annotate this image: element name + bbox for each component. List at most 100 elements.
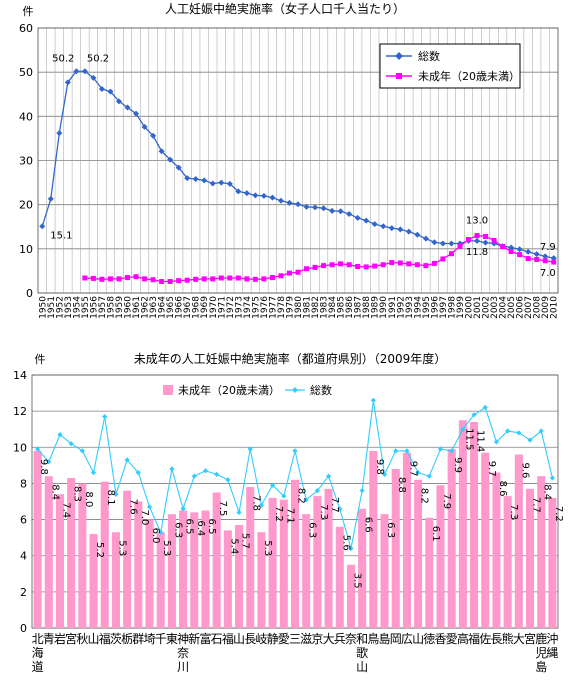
- chart-2-total-point: [57, 432, 63, 438]
- chart-1-x-tick-label: 1955: [81, 296, 91, 319]
- chart-2-y-ticks: 0 2 4 6 8 10 12 14: [13, 369, 27, 635]
- chart-1-point-total: [346, 210, 353, 217]
- chart-2-legend: 未成年（20歳未満） 総数: [163, 383, 332, 397]
- chart-2-legend-label-total: 総数: [310, 383, 332, 397]
- chart-2-x-tick-label: 埼: [144, 632, 156, 646]
- chart-1-x-tick-label: 1990: [379, 296, 389, 319]
- chart-2-total-point: [270, 482, 276, 488]
- chart-1-point-total: [243, 190, 250, 197]
- chart-2-bar-label: 7.7: [531, 497, 542, 513]
- chart-1-point-minor: [457, 243, 463, 249]
- chart-2-x-tick-label: 青: [43, 632, 55, 646]
- chart-1-x-tick-label: 2004: [499, 296, 509, 319]
- chart-1-point-minor: [193, 276, 199, 282]
- chart-2-bar-label: 6.0: [150, 528, 161, 544]
- chart-2-x-tick-label: 福: [99, 631, 111, 646]
- chart-2-bar-label: 7.6: [128, 499, 139, 515]
- chart-1-point-total: [542, 253, 549, 260]
- chart-2-total-point: [180, 506, 186, 512]
- chart-2-bar: [167, 514, 176, 628]
- chart-1-point-minor: [99, 276, 105, 282]
- chart-1-point-total: [388, 225, 395, 232]
- chart-2-bar-label: 6.4: [195, 520, 206, 536]
- chart-2-x-tick-label: 静: [267, 632, 279, 646]
- chart-2-bar: [369, 450, 378, 628]
- chart-1-point-total: [218, 179, 225, 186]
- chart-1-point-total: [141, 123, 148, 130]
- chart-1-x-tick-label: 2007: [524, 296, 534, 319]
- chart-1-x-tick-label: 1994: [413, 296, 423, 319]
- chart-1-x-tick-label: 1974: [243, 296, 253, 319]
- chart-1-point-total: [107, 88, 114, 95]
- chart-2-x-tick-label: 沖縄: [546, 632, 558, 660]
- chart-1-point-total: [474, 237, 481, 244]
- chart-1-x-tick-label: 2008: [533, 296, 543, 319]
- chart-1-x-tick-label: 1999: [456, 296, 466, 319]
- chart-1-y-tick-label: 0: [26, 287, 33, 300]
- chart-1-x-tick-label: 1991: [388, 296, 398, 319]
- chart-1-x-tick-label: 1962: [141, 296, 151, 319]
- chart-1-point-total: [448, 240, 455, 247]
- chart-2-x-tick-label: 神奈川: [177, 632, 189, 674]
- chart-1-x-tick-label: 1956: [89, 296, 99, 319]
- chart-1-point-minor: [125, 275, 131, 281]
- chart-2-bar-label: 8.2: [419, 488, 430, 504]
- chart-1-point-total: [133, 110, 140, 117]
- chart-1-point-minor: [321, 263, 327, 269]
- chart-1-x-tick-label: 2010: [550, 296, 560, 319]
- chart-1-x-tick-label: 1998: [447, 296, 457, 319]
- chart-2-total-point: [314, 488, 320, 494]
- chart-2-bar: [55, 494, 65, 628]
- chart-1-x-tick-label: 1972: [226, 296, 236, 319]
- chart-1-x-tick-label: 1966: [175, 296, 185, 319]
- chart-2-bar: [537, 476, 546, 628]
- chart-2-total-point: [449, 448, 455, 454]
- chart-2-bar-label: 7.1: [284, 508, 295, 524]
- chart-2-bar-label: 7.2: [273, 506, 284, 522]
- chart-1-point-minor: [82, 275, 88, 281]
- chart-2-x-tick-label: 鳥: [367, 631, 379, 646]
- chart-2-total-point: [348, 545, 354, 552]
- chart-2-total-point: [225, 477, 231, 483]
- chart-1-x-tick-label: 1988: [362, 296, 372, 319]
- chart-2-x-tick-label: 佐: [479, 632, 491, 646]
- chart-2-x-tick-label: 山: [88, 632, 100, 646]
- chart-1-point-minor: [142, 276, 148, 282]
- chart-1-x-tick-label: 1996: [430, 296, 440, 319]
- chart-1-x-tick-label: 1968: [192, 296, 202, 319]
- chart-2-bars: [33, 420, 557, 628]
- chart-1-x-tick-label: 1963: [149, 296, 159, 319]
- chart-2-y-tick-label: 14: [13, 369, 27, 382]
- chart-1-x-tick-label: 1973: [234, 296, 244, 319]
- chart-1-point-minor: [107, 276, 113, 282]
- chart-1-point-minor: [133, 274, 139, 280]
- chart-2-bar: [257, 532, 266, 628]
- chart-1-point-total: [303, 203, 310, 210]
- chart-2-x-tick-label: 福: [222, 631, 234, 646]
- chart-1-point-minor: [380, 262, 386, 268]
- chart-1-legend-label-minor: 未成年（20歳未満）: [418, 69, 520, 83]
- chart-1-y-tick-label: 50: [19, 66, 33, 79]
- chart-1-point-minor: [500, 244, 506, 250]
- chart-2-y-tick-label: 10: [13, 441, 27, 454]
- chart-2-bar: [391, 468, 400, 628]
- chart-1-y-tick-label: 60: [19, 22, 33, 35]
- chart-2-total-point: [415, 469, 421, 476]
- chart-2-total-point: [124, 457, 130, 463]
- chart-1-point-minor: [448, 251, 454, 257]
- chart-1-point-total: [525, 248, 532, 255]
- chart-1-point-total: [414, 231, 421, 238]
- chart-1-x-tick-label: 1954: [72, 296, 82, 319]
- chart-2-bar: [156, 532, 165, 628]
- chart-2-total-point: [493, 439, 500, 445]
- chart-2-unit-label: 件: [35, 353, 46, 366]
- chart-2-y-tick-label: 2: [20, 586, 27, 599]
- chart-1-point-total: [439, 240, 446, 247]
- chart-2-bar-label: 5.3: [262, 540, 273, 556]
- chart-2-total-point: [146, 504, 153, 510]
- chart-1-point-minor: [286, 270, 292, 276]
- chart-1-point-minor: [338, 261, 344, 267]
- chart-2-bar: [235, 524, 244, 628]
- chart-2-bar: [525, 488, 535, 628]
